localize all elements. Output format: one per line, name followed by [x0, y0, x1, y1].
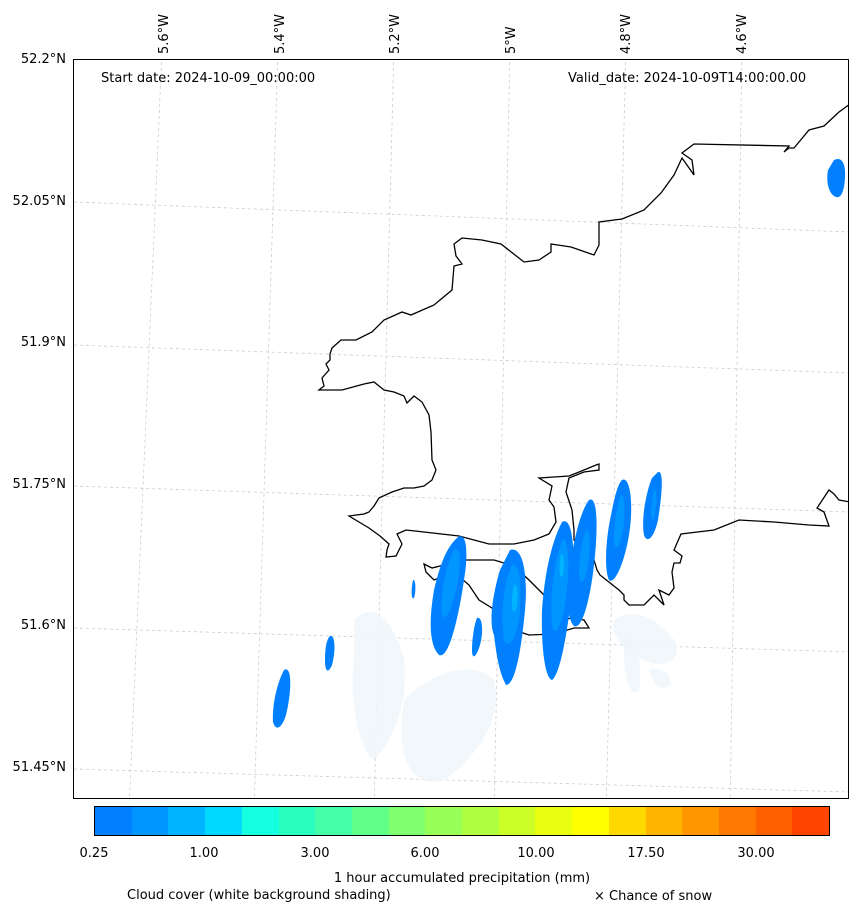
colorbar-swatch	[425, 807, 463, 835]
cloud-cover-legend: Cloud cover (white background shading)	[127, 888, 391, 903]
colorbar-swatch	[608, 807, 646, 835]
lon-label: 5.4°W	[273, 13, 288, 54]
map-panel[interactable]	[73, 59, 849, 799]
coastline	[317, 104, 848, 606]
colorbar-swatch	[755, 807, 793, 835]
lat-label: 51.45°N	[12, 760, 66, 775]
gridline-lon-5.4	[253, 60, 279, 798]
colorbar-tick-label: 0.25	[79, 846, 109, 861]
precip-cell	[651, 488, 657, 519]
lon-label: 5.6°W	[157, 13, 172, 54]
colorbar-swatch	[95, 807, 132, 835]
map-canvas	[74, 60, 848, 798]
precipitation-cells	[272, 158, 846, 728]
colorbar-swatch	[241, 807, 279, 835]
gridline-lon-4.8	[605, 60, 627, 798]
gridline-lon-5.0	[493, 60, 511, 798]
precip-cell	[579, 529, 590, 582]
cloud-patch	[623, 638, 641, 693]
precipitation-colorbar	[94, 806, 830, 836]
colorbar-tick-label: 3.00	[300, 846, 330, 861]
colorbar-swatch	[315, 807, 352, 835]
precip-cell	[559, 553, 565, 578]
precip-cell	[551, 539, 569, 631]
colorbar-swatch	[351, 807, 389, 835]
precip-cell	[472, 617, 483, 657]
colorbar-tick-label: 17.50	[627, 846, 665, 861]
lon-label: 5°W	[504, 26, 519, 54]
lat-label: 51.6°N	[20, 618, 66, 633]
colorbar-swatch	[498, 807, 536, 835]
precip-cell	[325, 635, 335, 671]
gridline-lat-51.75	[74, 485, 848, 513]
cloud-patch	[352, 612, 405, 760]
colorbar-title: 1 hour accumulated precipitation (mm)	[333, 871, 591, 886]
gridline-lat-51.9	[74, 344, 848, 374]
lon-label: 4.6°W	[735, 13, 750, 54]
colorbar-tick-label: 30.00	[737, 846, 775, 861]
lon-label: 5.2°W	[388, 13, 403, 54]
cloud-cover-shading	[352, 612, 677, 782]
gridline-lat-52.05	[74, 201, 848, 233]
precip-cell	[272, 669, 291, 728]
graticule	[74, 60, 848, 798]
colorbar-swatch	[388, 807, 426, 835]
colorbar-swatch	[572, 807, 609, 835]
precip-cell	[502, 564, 521, 644]
colorbar-swatch	[278, 807, 316, 835]
snow-legend: × Chance of snow	[594, 889, 713, 904]
colorbar-swatch	[792, 807, 830, 835]
precip-cell	[511, 584, 518, 612]
valid-date-label: Valid_date: 2024-10-09T14:00:00.00	[568, 71, 807, 86]
lat-label: 51.9°N	[20, 335, 66, 350]
cloud-patch	[613, 613, 677, 664]
lat-label: 52.2°N	[20, 52, 66, 67]
colorbar-tick-label: 6.00	[410, 846, 440, 861]
lat-label: 52.05°N	[12, 194, 66, 209]
precip-cell	[441, 549, 460, 617]
colorbar-tick-label: 1.00	[189, 846, 219, 861]
cloud-patch	[401, 669, 496, 782]
lon-label: 4.8°W	[619, 13, 634, 54]
colorbar-swatch	[645, 807, 683, 835]
lat-label: 51.75°N	[12, 477, 66, 492]
gridline-lon-4.6	[729, 60, 743, 798]
gridline-lon-5.6	[129, 60, 162, 798]
gridline-lon-5.2	[373, 60, 395, 798]
colorbar-swatch	[205, 807, 242, 835]
precip-cell	[411, 579, 416, 599]
colorbar-swatch	[462, 807, 499, 835]
cloud-patch	[649, 668, 671, 688]
precip-cell	[614, 494, 625, 548]
colorbar-swatch	[131, 807, 169, 835]
colorbar-swatch	[535, 807, 573, 835]
colorbar-tick-label: 10.00	[517, 846, 555, 861]
precip-cell	[827, 158, 846, 198]
colorbar-swatch	[718, 807, 756, 835]
colorbar-swatch	[682, 807, 719, 835]
start-date-label: Start date: 2024-10-09_00:00:00	[101, 71, 316, 86]
gridline-lat-51.45	[74, 768, 848, 793]
colorbar-swatch	[168, 807, 206, 835]
